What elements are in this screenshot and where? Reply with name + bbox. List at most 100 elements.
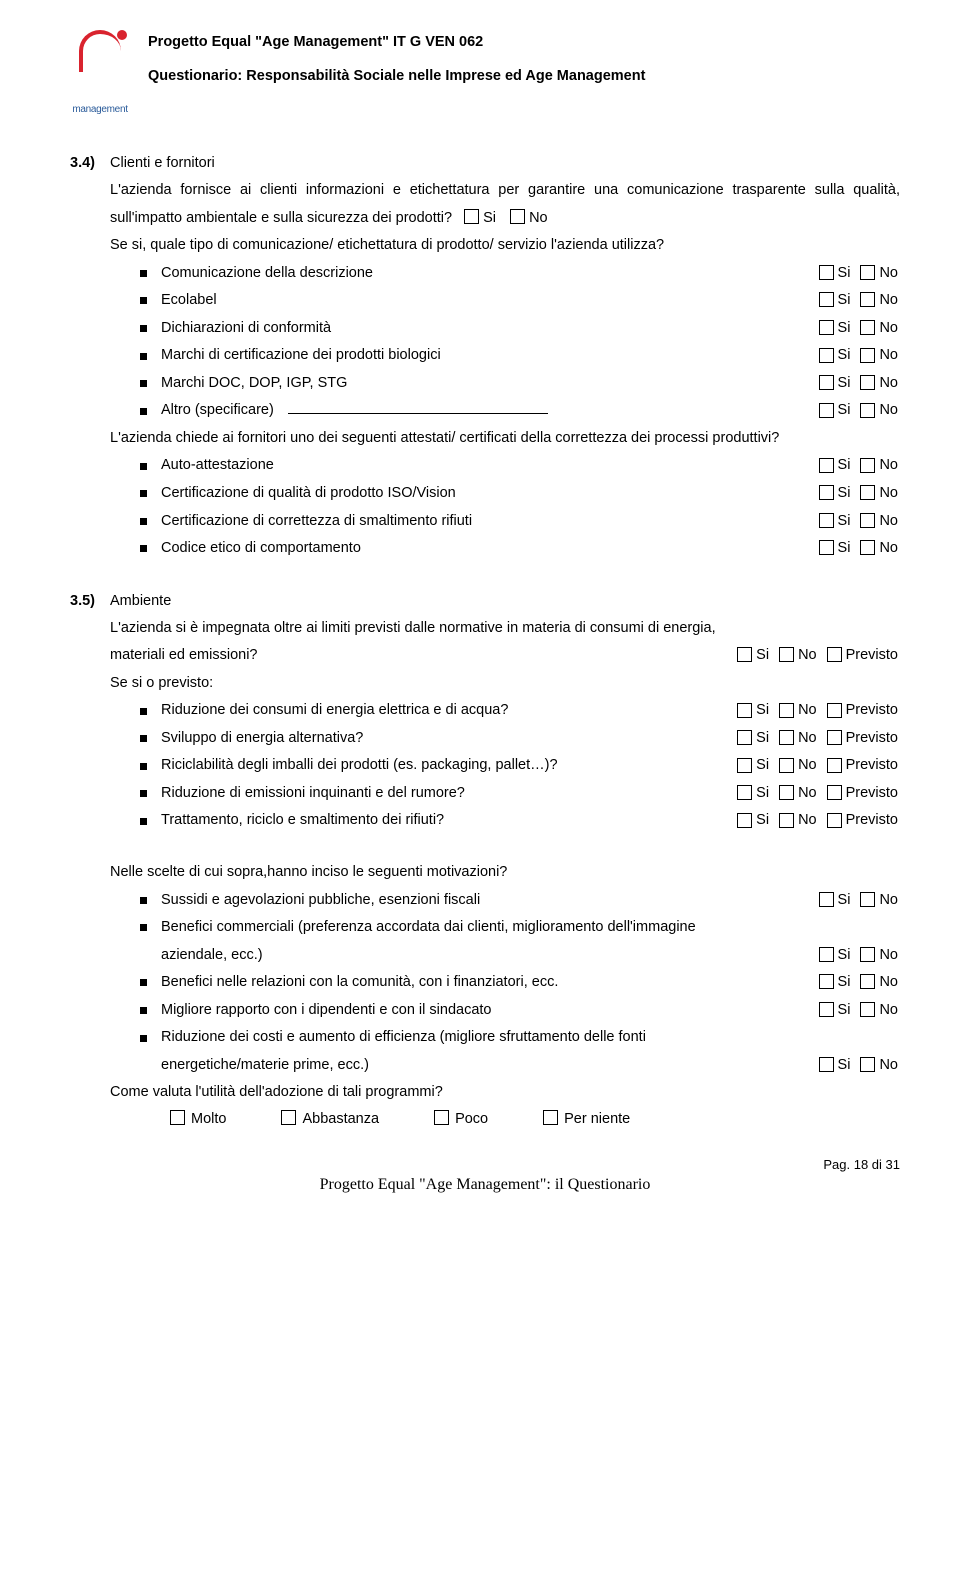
label-si: Si [756, 697, 769, 725]
label-si: Si [838, 942, 851, 970]
checkbox-si[interactable] [819, 1002, 834, 1017]
label-no: No [879, 942, 898, 970]
question-text: L'azienda chiede ai fornitori uno dei se… [110, 425, 900, 453]
item-label: energetiche/materie prime, ecc.) [161, 1052, 811, 1080]
rating-row: Molto Abbastanza Poco Per niente [170, 1111, 900, 1127]
item-label: Sussidi e agevolazioni pubbliche, esenzi… [161, 887, 811, 915]
checkbox-si[interactable] [819, 348, 834, 363]
checkbox-si[interactable] [819, 485, 834, 500]
list-item: Certificazione di correttezza di smaltim… [140, 508, 900, 536]
page: management Progetto Equal "Age Managemen… [0, 0, 960, 1224]
label-si: Si [838, 452, 851, 480]
checkbox-si[interactable] [819, 292, 834, 307]
list-item: Trattamento, riciclo e smaltimento dei r… [140, 807, 900, 835]
checkbox-no[interactable] [779, 730, 794, 745]
checkbox-no[interactable] [860, 375, 875, 390]
checkbox-si[interactable] [819, 540, 834, 555]
checkbox-si[interactable] [819, 458, 834, 473]
checkbox-no[interactable] [860, 292, 875, 307]
item-label: Riduzione dei consumi di energia elettri… [161, 697, 729, 725]
checkbox-si[interactable] [819, 320, 834, 335]
checkbox-no[interactable] [860, 348, 875, 363]
section-title-row: 3.4) Clienti e fornitori [70, 155, 900, 171]
checkbox-no[interactable] [860, 320, 875, 335]
checkbox-si[interactable] [737, 647, 752, 662]
checkbox-no[interactable] [510, 209, 525, 224]
list-item: Benefici nelle relazioni con la comunità… [140, 969, 900, 997]
checkbox-previsto[interactable] [827, 703, 842, 718]
header-titles: Progetto Equal "Age Management" IT G VEN… [148, 30, 900, 84]
list-item: Migliore rapporto con i dipendenti e con… [140, 997, 900, 1025]
checkbox-no[interactable] [860, 403, 875, 418]
checkbox-no[interactable] [860, 265, 875, 280]
bullet-icon [140, 463, 147, 470]
checkbox-no[interactable] [779, 785, 794, 800]
checkbox-no[interactable] [779, 647, 794, 662]
checkbox-rating[interactable] [281, 1110, 296, 1125]
checkbox-si[interactable] [819, 513, 834, 528]
checkbox-no[interactable] [779, 758, 794, 773]
list-item-cont: aziendale, ecc.) Si No [161, 942, 900, 970]
list-item: Codice etico di comportamento Si No [140, 535, 900, 563]
list-item: Riduzione dei consumi di energia elettri… [140, 697, 900, 725]
checkbox-no[interactable] [860, 892, 875, 907]
bullet-icon [140, 897, 147, 904]
section-intro-b: materiali ed emissioni? Si No Previsto [110, 642, 900, 670]
checkbox-no[interactable] [779, 813, 794, 828]
label-previsto: Previsto [846, 697, 898, 725]
checkbox-no[interactable] [860, 974, 875, 989]
checkbox-no[interactable] [860, 1057, 875, 1072]
checkbox-no[interactable] [860, 513, 875, 528]
checkbox-si[interactable] [464, 209, 479, 224]
label-previsto: Previsto [846, 725, 898, 753]
label-no: No [879, 397, 898, 425]
checkbox-si[interactable] [737, 785, 752, 800]
label-si: Si [838, 342, 851, 370]
label-no: No [879, 452, 898, 480]
checkbox-no[interactable] [860, 947, 875, 962]
checkbox-previsto[interactable] [827, 730, 842, 745]
label-no: No [798, 807, 817, 835]
section-number: 3.5) [70, 593, 110, 609]
checkbox-si[interactable] [737, 758, 752, 773]
checkbox-no[interactable] [860, 485, 875, 500]
question-text: Se si o previsto: [110, 670, 900, 698]
section-number: 3.4) [70, 155, 110, 171]
rating-label: Per niente [564, 1111, 630, 1127]
label-no: No [798, 697, 817, 725]
list-item: Auto-attestazione Si No [140, 452, 900, 480]
checkbox-previsto[interactable] [827, 758, 842, 773]
checkbox-si[interactable] [819, 947, 834, 962]
project-title: Progetto Equal "Age Management" IT G VEN… [148, 34, 900, 50]
label-no: No [879, 370, 898, 398]
checkbox-rating[interactable] [434, 1110, 449, 1125]
checkbox-si[interactable] [819, 892, 834, 907]
checkbox-previsto[interactable] [827, 785, 842, 800]
checkbox-si[interactable] [737, 813, 752, 828]
checkbox-si[interactable] [819, 265, 834, 280]
item-label: Codice etico di comportamento [161, 535, 811, 563]
checkbox-si[interactable] [819, 375, 834, 390]
checkbox-no[interactable] [860, 1002, 875, 1017]
checkbox-previsto[interactable] [827, 813, 842, 828]
checkbox-si[interactable] [737, 703, 752, 718]
checkbox-si[interactable] [819, 403, 834, 418]
list-item: Dichiarazioni di conformità Si No [140, 315, 900, 343]
checkbox-no[interactable] [860, 540, 875, 555]
checkbox-no[interactable] [779, 703, 794, 718]
logo-icon [79, 30, 121, 72]
logo-text: management [72, 104, 127, 115]
checkbox-si[interactable] [819, 974, 834, 989]
checkbox-no[interactable] [860, 458, 875, 473]
label-si: Si [838, 397, 851, 425]
item-label: Riduzione dei costi e aumento di efficie… [161, 1024, 900, 1052]
checkbox-si[interactable] [819, 1057, 834, 1072]
checkbox-rating[interactable] [170, 1110, 185, 1125]
item-label: Sviluppo di energia alternativa? [161, 725, 729, 753]
checkbox-si[interactable] [737, 730, 752, 745]
blank-line[interactable] [288, 399, 548, 415]
checkbox-rating[interactable] [543, 1110, 558, 1125]
checkbox-previsto[interactable] [827, 647, 842, 662]
label-si: Si [838, 1052, 851, 1080]
bullet-icon [140, 818, 147, 825]
